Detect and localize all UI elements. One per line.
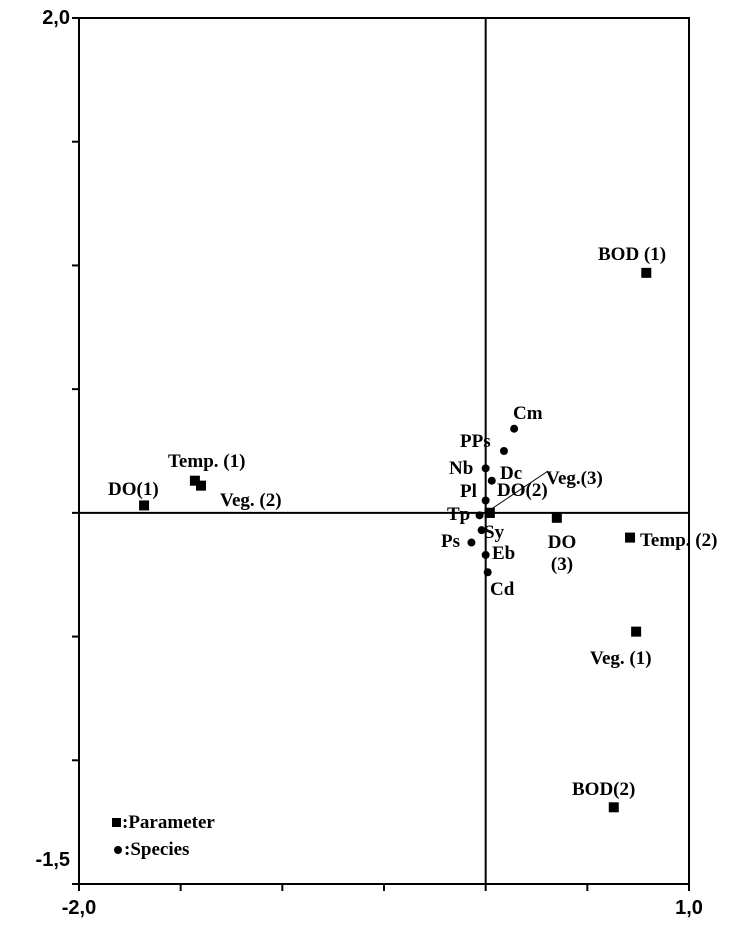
point-label: Dc — [500, 463, 522, 484]
legend-label-species: :Species — [124, 839, 189, 860]
y-tick-label-bottom: -1,5 — [36, 849, 70, 871]
vectors — [485, 470, 549, 514]
parameter-point — [139, 500, 150, 511]
parameter-point — [641, 267, 652, 278]
species-point — [481, 550, 490, 559]
point-label: Tp — [447, 504, 470, 525]
point-label: Temp. (1) — [168, 451, 245, 472]
species-point — [481, 464, 490, 473]
point-label: Veg. (2) — [220, 490, 282, 511]
point-label: Pl — [460, 481, 477, 502]
species-point — [477, 526, 486, 535]
ticks — [72, 17, 690, 891]
parameter-point — [608, 802, 619, 813]
parameter-point — [625, 532, 636, 543]
point-labels: BOD (1) BOD(2) Temp. (1) Temp. (2) DO(1)… — [108, 244, 717, 800]
parameter-point — [196, 480, 206, 491]
point-label: Eb — [492, 543, 515, 564]
tick-labels: 2,0 -1,5 -2,0 1,0 — [36, 7, 703, 919]
legend-label-parameter: :Parameter — [122, 812, 215, 833]
x-tick-label-right: 1,0 — [675, 897, 703, 919]
legend-circle-marker — [114, 846, 122, 854]
species-point — [481, 496, 490, 505]
species-point — [467, 538, 476, 547]
species-point — [499, 447, 508, 455]
point-label: Veg. (1) — [590, 648, 652, 669]
parameter-point — [551, 512, 562, 523]
parameter-point — [631, 626, 642, 637]
point-label: Temp. (2) — [640, 530, 717, 551]
point-label: BOD(2) — [572, 779, 635, 800]
x-tick-label-left: -2,0 — [62, 897, 96, 919]
point-label: BOD (1) — [598, 244, 666, 265]
point-label: Veg.(3) — [546, 468, 603, 489]
point-label: Cm — [513, 403, 543, 424]
axes — [79, 18, 689, 884]
point-label: DO(1) — [108, 479, 159, 500]
point-label: Ps — [441, 531, 460, 552]
point-label: Cd — [490, 579, 515, 600]
parameter-point — [484, 507, 495, 518]
point-label: Sy — [484, 522, 505, 543]
legend: :Parameter :Species — [112, 812, 215, 860]
parameter-point — [189, 475, 200, 486]
veg3-vector-line — [485, 470, 549, 514]
species-point — [510, 424, 519, 433]
data-marks — [139, 267, 652, 813]
y-tick-label-top: 2,0 — [42, 7, 70, 29]
species-point — [483, 568, 492, 577]
point-label-line1: DO — [548, 532, 577, 553]
point-label: PPs — [460, 431, 491, 452]
point-label: DO(2) — [497, 480, 548, 501]
point-label: Nb — [449, 458, 473, 479]
legend-square-marker — [112, 818, 121, 827]
species-point — [475, 511, 484, 520]
point-label-line2: (3) — [551, 554, 573, 575]
species-point — [487, 476, 496, 485]
